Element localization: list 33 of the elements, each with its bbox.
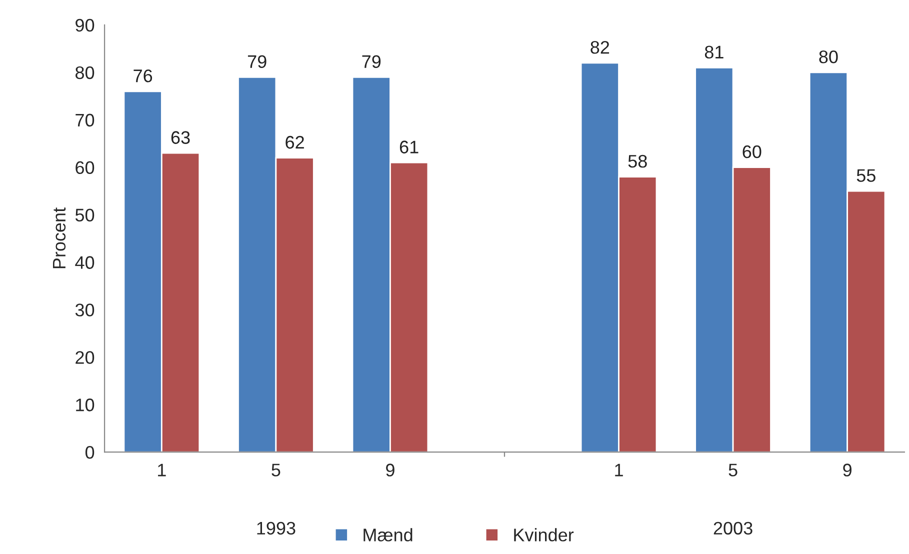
data-label: 55 — [856, 169, 876, 182]
data-label: 58 — [628, 154, 647, 168]
x-tick-label: 9 — [386, 464, 394, 476]
y-tick-label: 50 — [75, 208, 94, 222]
data-label: 76 — [134, 69, 152, 82]
text: 1993 — [257, 522, 296, 535]
data-label: 62 — [286, 136, 304, 149]
x-tick-label: 1 — [158, 464, 166, 476]
text: 2003 — [714, 522, 752, 535]
y-tick-label: 20 — [76, 351, 94, 364]
x-tick-label: 5 — [272, 464, 280, 476]
y-tick-label: 80 — [76, 66, 94, 80]
data-label: 82 — [590, 40, 610, 54]
data-label: 79 — [248, 55, 266, 68]
x-tick-label: 1 — [615, 464, 623, 476]
data-label: 81 — [704, 46, 724, 59]
x-tick-label: 9 — [843, 464, 852, 476]
y-tick-label: 90 — [76, 18, 94, 32]
y-tick-label: 60 — [76, 161, 94, 174]
legend-label: Mænd — [364, 528, 412, 542]
x-tick-label: 5 — [728, 464, 738, 476]
y-tick-label: 40 — [75, 256, 94, 269]
y-tick-label: 70 — [76, 114, 94, 127]
y-tick-label: 30 — [75, 304, 94, 316]
y-tick-label: 10 — [76, 398, 94, 412]
legend-label: Kvinder — [514, 528, 574, 542]
data-label: 79 — [362, 55, 381, 68]
data-label: 63 — [171, 131, 190, 144]
data-label: 80 — [819, 50, 838, 64]
data-label: 61 — [400, 140, 418, 154]
data-label: 60 — [742, 145, 762, 158]
y-axis-title: Procent — [53, 208, 66, 268]
y-tick-label: 0 — [85, 446, 94, 459]
